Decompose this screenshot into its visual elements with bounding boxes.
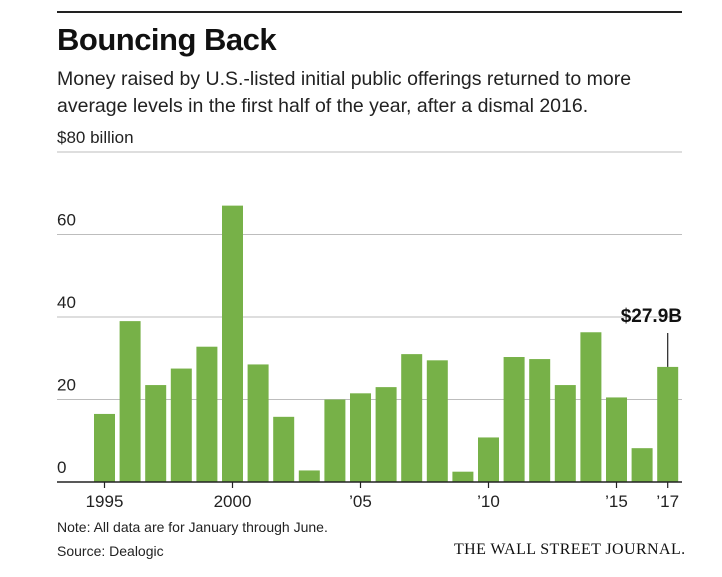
- y-tick-label: 0: [57, 458, 66, 477]
- x-tick-label: ’17: [656, 492, 679, 511]
- bar: [452, 471, 474, 482]
- y-tick-label: 60: [57, 211, 76, 230]
- chart-title: Bouncing Back: [57, 22, 277, 57]
- x-tick-label: 2000: [214, 492, 252, 511]
- bar: [222, 205, 243, 482]
- annotation-label: $27.9B: [621, 306, 682, 327]
- footnote: Note: All data are for January through J…: [57, 519, 328, 535]
- bar: [324, 399, 346, 482]
- bar: [375, 387, 397, 482]
- bar: [247, 364, 269, 482]
- bar: [145, 385, 167, 482]
- bar: [631, 448, 653, 482]
- bar: [657, 366, 679, 482]
- bar: [196, 346, 218, 482]
- publisher-logo: THE WALL STREET JOURNAL.: [454, 541, 686, 558]
- y-tick-label: 40: [57, 293, 76, 312]
- bar: [503, 357, 525, 482]
- bar: [170, 368, 192, 482]
- bar: [401, 354, 423, 482]
- top-rule: [57, 11, 682, 13]
- x-tick-label: 1995: [86, 492, 124, 511]
- bar: [606, 397, 627, 482]
- x-tick-label: ’05: [349, 492, 372, 511]
- source-line: Source: Dealogic: [57, 543, 164, 559]
- bar: [119, 321, 141, 482]
- bar: [273, 416, 295, 482]
- bar: [350, 393, 371, 482]
- bar: [529, 359, 551, 482]
- y-tick-label: $80 billion: [57, 128, 134, 147]
- x-tick-label: ’15: [605, 492, 628, 511]
- x-tick-label: ’10: [477, 492, 500, 511]
- bar: [580, 332, 602, 482]
- y-tick-label: 20: [57, 376, 76, 395]
- chart-subtitle: Money raised by U.S.-listed initial publ…: [57, 68, 632, 117]
- bar: [554, 385, 576, 482]
- bar: [298, 470, 320, 482]
- bar: [478, 437, 499, 482]
- bar: [94, 413, 115, 482]
- bar: [426, 360, 448, 482]
